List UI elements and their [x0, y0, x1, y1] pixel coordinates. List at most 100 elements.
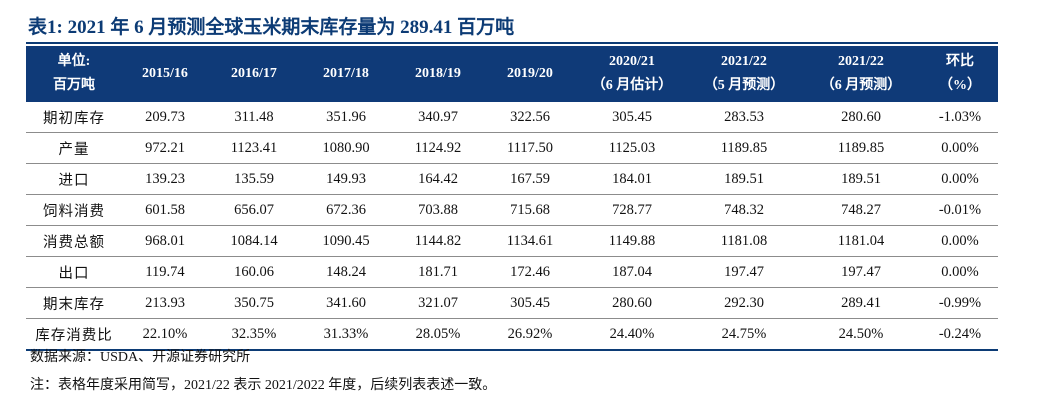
- table-cell: 1189.85: [688, 132, 800, 164]
- table-cell: 972.21: [122, 132, 208, 164]
- row-label: 期末库存: [26, 287, 122, 319]
- title-rule: [26, 42, 998, 44]
- table-cell: 26.92%: [484, 318, 576, 351]
- table-cell: 1123.41: [208, 132, 300, 164]
- column-header: 2019/20: [484, 46, 576, 102]
- corn-inventory-table: 单位: 百万吨 2015/16 2016/17 2017/18 2018/19 …: [26, 46, 998, 351]
- table-cell: 189.51: [688, 163, 800, 195]
- column-header: 2021/22 （6 月预测）: [800, 46, 922, 102]
- table-row: 进口 139.23 135.59 149.93 164.42 167.59 184.01 18…: [26, 163, 998, 195]
- table-row: 饲料消费 601.58 656.07 672.36 703.88 715.68 728.77…: [26, 194, 998, 226]
- row-label: 产量: [26, 132, 122, 164]
- table-cell: 341.60: [300, 287, 392, 319]
- table-cell: 119.74: [122, 256, 208, 288]
- table-cell: 1181.04: [800, 225, 922, 257]
- column-header: 2015/16: [122, 46, 208, 102]
- table-cell: 728.77: [576, 194, 688, 226]
- table-cell: 322.56: [484, 102, 576, 133]
- column-header: 环比 （%）: [922, 46, 998, 102]
- source-note: 数据来源：USDA、开源证券研究所: [30, 350, 251, 365]
- table-cell: 1124.92: [392, 132, 484, 164]
- table-cell: 1117.50: [484, 132, 576, 164]
- table-row: 库存消费比 22.10% 32.35% 31.33% 28.05% 26.92% 24.40…: [26, 318, 998, 351]
- table-cell: 656.07: [208, 194, 300, 226]
- table-cell: 1181.08: [688, 225, 800, 257]
- table-cell: 187.04: [576, 256, 688, 288]
- table-cell: 1084.14: [208, 225, 300, 257]
- table-cell: 350.75: [208, 287, 300, 319]
- table-cell: 164.42: [392, 163, 484, 195]
- row-label: 出口: [26, 256, 122, 288]
- header-row: 单位: 百万吨 2015/16 2016/17 2017/18 2018/19 …: [26, 46, 998, 102]
- table-body: 期初库存 209.73 311.48 351.96 340.97 322.56 305.45…: [26, 102, 998, 351]
- table-cell: 1080.90: [300, 132, 392, 164]
- column-header: 2021/22 （5 月预测）: [688, 46, 800, 102]
- table-cell: 305.45: [576, 102, 688, 133]
- column-header: 2016/17: [208, 46, 300, 102]
- table-title: 表1: 2021 年 6 月预测全球玉米期末库存量为 289.41 百万吨: [28, 17, 515, 38]
- table-cell: -1.03%: [922, 102, 998, 133]
- table-cell: 167.59: [484, 163, 576, 195]
- table-cell: 340.97: [392, 102, 484, 133]
- table-cell: 197.47: [688, 256, 800, 288]
- table-cell: -0.24%: [922, 318, 998, 351]
- table-cell: 149.93: [300, 163, 392, 195]
- row-label: 消费总额: [26, 225, 122, 257]
- table-cell: 0.00%: [922, 256, 998, 288]
- table-cell: 968.01: [122, 225, 208, 257]
- table-row: 出口 119.74 160.06 148.24 181.71 172.46 187.04 19…: [26, 256, 998, 288]
- table-cell: 1149.88: [576, 225, 688, 257]
- table-cell: 0.00%: [922, 225, 998, 257]
- table-cell: 0.00%: [922, 132, 998, 164]
- table-cell: 32.35%: [208, 318, 300, 351]
- table-cell: 189.51: [800, 163, 922, 195]
- table-cell: 351.96: [300, 102, 392, 133]
- table-cell: 292.30: [688, 287, 800, 319]
- table-row: 产量 972.21 1123.41 1080.90 1124.92 1117.50 1125…: [26, 132, 998, 164]
- column-header: 2020/21 （6 月估计）: [576, 46, 688, 102]
- table-cell: 24.40%: [576, 318, 688, 351]
- table-cell: 601.58: [122, 194, 208, 226]
- table-cell: 24.75%: [688, 318, 800, 351]
- table-cell: 139.23: [122, 163, 208, 195]
- table-cell: 28.05%: [392, 318, 484, 351]
- table-cell: 24.50%: [800, 318, 922, 351]
- table-cell: 305.45: [484, 287, 576, 319]
- table-cell: 311.48: [208, 102, 300, 133]
- table-cell: 31.33%: [300, 318, 392, 351]
- table-cell: 209.73: [122, 102, 208, 133]
- table-cell: 748.27: [800, 194, 922, 226]
- table-cell: 1144.82: [392, 225, 484, 257]
- table-cell: -0.01%: [922, 194, 998, 226]
- table-cell: 197.47: [800, 256, 922, 288]
- table-cell: 321.07: [392, 287, 484, 319]
- table-cell: 181.71: [392, 256, 484, 288]
- table-cell: 703.88: [392, 194, 484, 226]
- table-cell: 748.32: [688, 194, 800, 226]
- table-cell: 672.36: [300, 194, 392, 226]
- column-header: 2017/18: [300, 46, 392, 102]
- row-label: 库存消费比: [26, 318, 122, 351]
- table-cell: 280.60: [576, 287, 688, 319]
- table-cell: 184.01: [576, 163, 688, 195]
- table-cell: 0.00%: [922, 163, 998, 195]
- column-header: 2018/19: [392, 46, 484, 102]
- table-row: 期末库存 213.93 350.75 341.60 321.07 305.45 280.60…: [26, 287, 998, 319]
- table-cell: -0.99%: [922, 287, 998, 319]
- table-cell: 135.59: [208, 163, 300, 195]
- table-cell: 1134.61: [484, 225, 576, 257]
- table-cell: 289.41: [800, 287, 922, 319]
- table-cell: 1090.45: [300, 225, 392, 257]
- table-cell: 1189.85: [800, 132, 922, 164]
- table-cell: 213.93: [122, 287, 208, 319]
- row-label: 期初库存: [26, 102, 122, 133]
- table-cell: 22.10%: [122, 318, 208, 351]
- table-cell: 148.24: [300, 256, 392, 288]
- table-cell: 1125.03: [576, 132, 688, 164]
- table-cell: 283.53: [688, 102, 800, 133]
- table-row: 期初库存 209.73 311.48 351.96 340.97 322.56 305.45…: [26, 102, 998, 133]
- table-row: 消费总额 968.01 1084.14 1090.45 1144.82 1134.61 11…: [26, 225, 998, 257]
- table-cell: 280.60: [800, 102, 922, 133]
- row-label: 进口: [26, 163, 122, 195]
- unit-header: 单位: 百万吨: [26, 46, 122, 102]
